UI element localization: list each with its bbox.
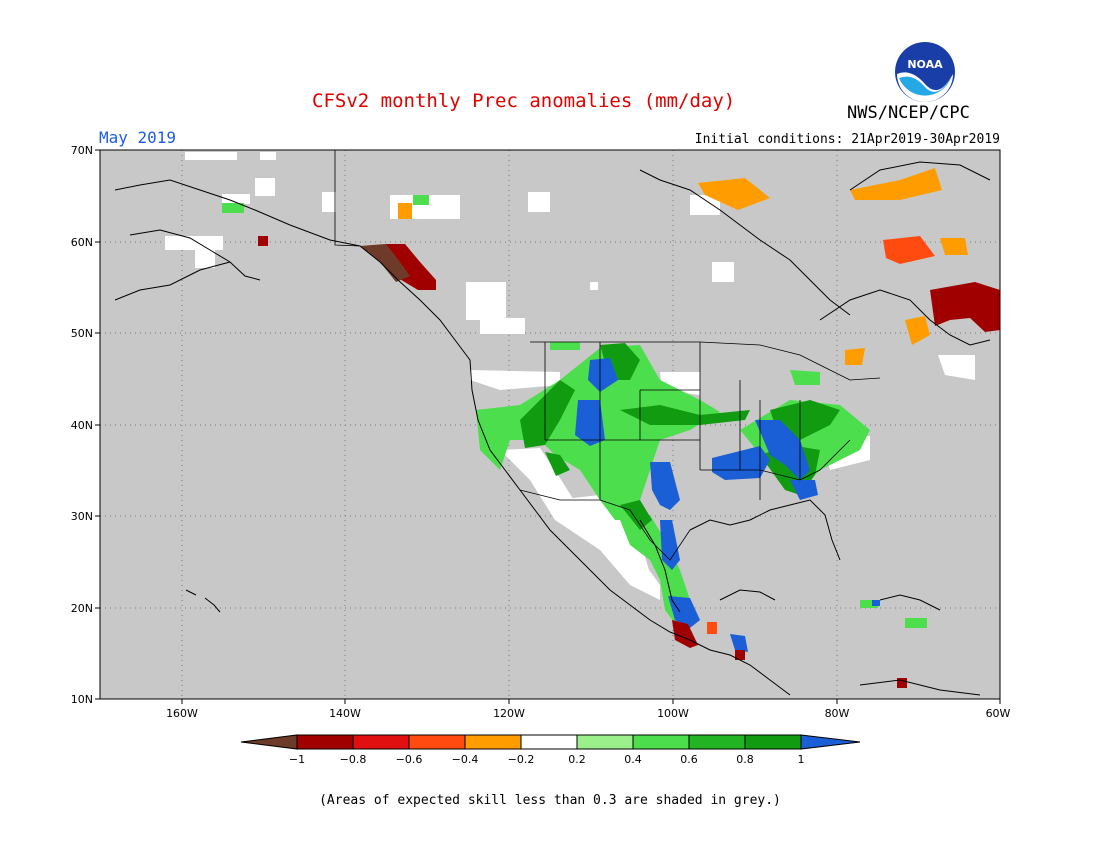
lat-label: 70N — [71, 144, 93, 157]
agency-label: NWS/NCEP/CPC — [847, 103, 970, 123]
lon-label: 160W — [166, 707, 198, 720]
colorbar — [240, 734, 861, 750]
colorbar-swatch — [296, 734, 354, 750]
colorbar-label: −0.6 — [396, 753, 423, 766]
coastlines — [114, 161, 991, 696]
colorbar-swatch — [464, 734, 522, 750]
colorbar-label: 0.6 — [680, 753, 698, 766]
colorbar-swatch — [744, 734, 802, 750]
month-label: May 2019 — [99, 128, 177, 147]
moderate-negative-areas — [707, 236, 935, 634]
lat-label: 20N — [71, 602, 93, 615]
lon-label: 80W — [825, 707, 850, 720]
strong-negative-areas — [258, 236, 1000, 688]
colorbar-label: 1 — [798, 753, 805, 766]
colorbar-swatch — [352, 734, 410, 750]
lat-label: 10N — [71, 693, 93, 706]
logo-text: NOAA — [907, 58, 943, 71]
lon-label: 120W — [493, 707, 525, 720]
latitude-labels: 70N 60N 50N 40N 30N 20N 10N — [71, 144, 93, 706]
lat-label: 30N — [71, 510, 93, 523]
colorbar-labels: −1 −0.8 −0.6 −0.4 −0.2 0.2 0.4 0.6 0.8 1 — [289, 753, 805, 766]
negative-anomaly-areas — [398, 168, 968, 365]
colorbar-swatch — [800, 734, 861, 750]
lon-label: 100W — [657, 707, 689, 720]
political-borders — [334, 150, 881, 561]
colorbar-label: 0.4 — [624, 753, 642, 766]
colorbar-label: −0.8 — [340, 753, 367, 766]
colorbar-swatch — [632, 734, 690, 750]
colorbar-swatch — [240, 734, 298, 750]
colorbar-swatch — [520, 734, 578, 750]
lat-label: 50N — [71, 327, 93, 340]
colorbar-label: 0.8 — [736, 753, 754, 766]
lat-label: 60N — [71, 236, 93, 249]
longitude-labels: 160W 140W 120W 100W 80W 60W — [166, 707, 1010, 720]
lat-label: 40N — [71, 419, 93, 432]
colorbar-label: −0.4 — [452, 753, 479, 766]
colorbar-label: −0.2 — [508, 753, 535, 766]
colorbar-swatch — [576, 734, 634, 750]
colorbar-label: −1 — [289, 753, 305, 766]
noaa-logo: NOAA — [895, 42, 955, 102]
colorbar-swatch — [688, 734, 746, 750]
initial-conditions-label: Initial conditions: 21Apr2019-30Apr2019 — [694, 132, 1000, 147]
lon-label: 140W — [329, 707, 361, 720]
colorbar-label: 0.2 — [568, 753, 586, 766]
strongest-positive-areas — [575, 358, 880, 652]
colorbar-swatch — [408, 734, 466, 750]
axis-ticks — [95, 149, 1001, 704]
chart-title: CFSv2 monthly Prec anomalies (mm/day) — [312, 90, 736, 112]
extreme-negative-areas — [360, 244, 410, 282]
skill-footnote: (Areas of expected skill less than 0.3 a… — [319, 793, 781, 808]
lon-label: 60W — [986, 707, 1011, 720]
